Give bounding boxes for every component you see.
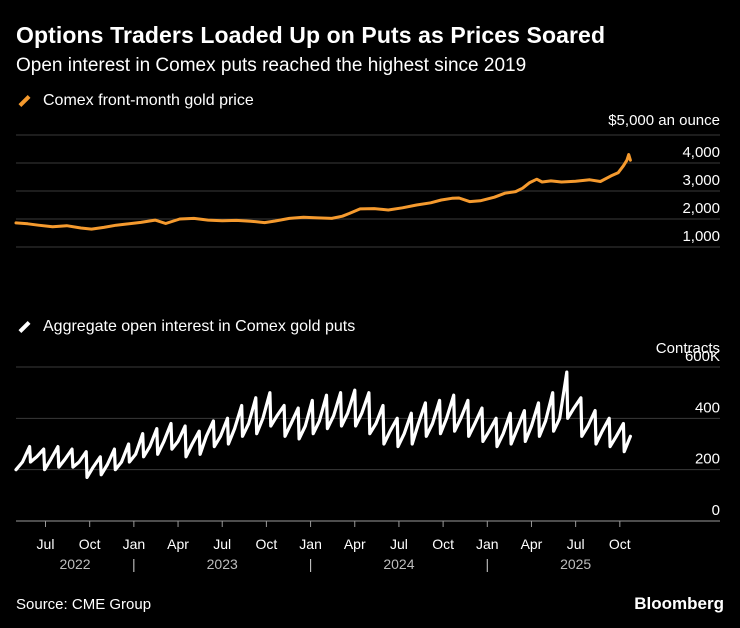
ytick-label-oi-2: 400 (695, 399, 720, 416)
bloomberg-logo: Bloomberg (634, 594, 724, 613)
unit-label-oi: Contracts (656, 340, 720, 357)
ytick-label-oi-1: 200 (695, 451, 720, 468)
chart-subtitle: Open interest in Comex puts reached the … (16, 55, 527, 76)
ytick-label-gold-1: 2,000 (682, 200, 720, 217)
xtick-label-9: Oct (432, 536, 454, 552)
xtick-label-2: Jan (123, 536, 146, 552)
ytick-label-oi-3: 600K (685, 348, 720, 365)
xtick-label-0: Jul (37, 536, 55, 552)
xtick-label-6: Jan (299, 536, 322, 552)
year-label-2: 2024 (383, 556, 414, 572)
xtick-label-3: Apr (167, 536, 189, 552)
ytick-label-gold-3: 4,000 (682, 144, 720, 161)
legend-gold-price: Comex front-month gold price (16, 92, 254, 110)
xtick-label-11: Apr (521, 536, 543, 552)
year-label-3: 2025 (560, 556, 591, 572)
year-label-1: 2023 (207, 556, 238, 572)
year-separator-2: | (485, 556, 489, 572)
legend-oi-label: Aggregate open interest in Comex gold pu… (43, 318, 356, 335)
xtick-label-10: Jan (476, 536, 499, 552)
legend-gold-label: Comex front-month gold price (43, 92, 254, 109)
year-separator-1: | (309, 556, 313, 572)
gold-price-panel: 1,000 2,000 3,000 4,000 $5,000 an ounce (14, 112, 720, 248)
xtick-label-13: Oct (609, 536, 631, 552)
year-separator-0: | (132, 556, 136, 572)
ytick-label-gold-4: $5,000 an ounce (608, 112, 720, 129)
xtick-label-5: Oct (256, 536, 278, 552)
xtick-label-4: Jul (213, 536, 231, 552)
xtick-label-8: Jul (390, 536, 408, 552)
ytick-label-gold-0: 1,000 (682, 228, 720, 245)
source-note: Source: CME Group (16, 596, 152, 613)
series-line-oi (14, 370, 632, 479)
xtick-label-7: Apr (344, 536, 366, 552)
ytick-label-oi-0: 0 (712, 502, 720, 519)
year-label-0: 2022 (59, 556, 90, 572)
series-line-gold (14, 153, 632, 231)
legend-open-interest: Aggregate open interest in Comex gold pu… (16, 318, 355, 336)
x-axis: Jul Oct Jan Apr Jul Oct Jan Apr Jul Oct Jan Apr Jul O… (37, 521, 631, 572)
xtick-label-1: Oct (79, 536, 101, 552)
chart-title: Options Traders Loaded Up on Puts as Pri… (16, 22, 606, 48)
xtick-label-12: Jul (567, 536, 585, 552)
ytick-label-gold-2: 3,000 (682, 172, 720, 189)
